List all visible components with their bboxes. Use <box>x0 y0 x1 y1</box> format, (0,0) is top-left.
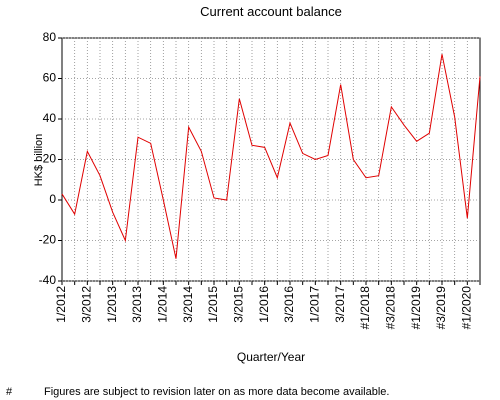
x-axis-label: Quarter/Year <box>237 350 305 364</box>
y-tick-label: -20 <box>39 233 57 247</box>
y-tick-label: 0 <box>49 192 56 206</box>
x-tick-label: 1/2013 <box>105 286 119 323</box>
x-tick-label: 1/2016 <box>257 286 271 323</box>
x-tick-label: 3/2016 <box>282 286 296 323</box>
x-tick-label: 1/2017 <box>308 286 322 323</box>
x-tick-label: #1/2020 <box>460 286 474 330</box>
plot-area <box>61 37 481 282</box>
footnote-marker: # <box>6 386 13 398</box>
x-tick-label: 1/2014 <box>156 286 170 323</box>
x-tick-label: 3/2013 <box>130 286 144 323</box>
x-tick-label: #3/2019 <box>434 286 448 330</box>
y-axis-label: HK$ billion <box>33 134 45 187</box>
y-tick-label: -40 <box>39 273 57 287</box>
y-tick-label: 60 <box>43 71 57 85</box>
y-tick-label: 20 <box>43 152 57 166</box>
y-tick-label: 80 <box>43 30 57 44</box>
x-tick-label: #3/2018 <box>384 286 398 330</box>
y-tick-label: 40 <box>43 111 57 125</box>
footnote: Figures are subject to revision later on… <box>44 386 389 398</box>
x-tick-label: 3/2015 <box>232 286 246 323</box>
data-line <box>61 54 481 259</box>
x-tick-label: 3/2012 <box>80 286 94 323</box>
x-tick-label: 1/2015 <box>206 286 220 323</box>
chart-title: Current account balance <box>200 4 342 19</box>
x-tick-label: 1/2012 <box>54 286 68 323</box>
x-tick-label: #1/2018 <box>358 286 372 330</box>
x-tick-label: #1/2019 <box>409 286 423 330</box>
x-tick-label: 3/2017 <box>333 286 347 323</box>
x-tick-label: 3/2014 <box>181 286 195 323</box>
